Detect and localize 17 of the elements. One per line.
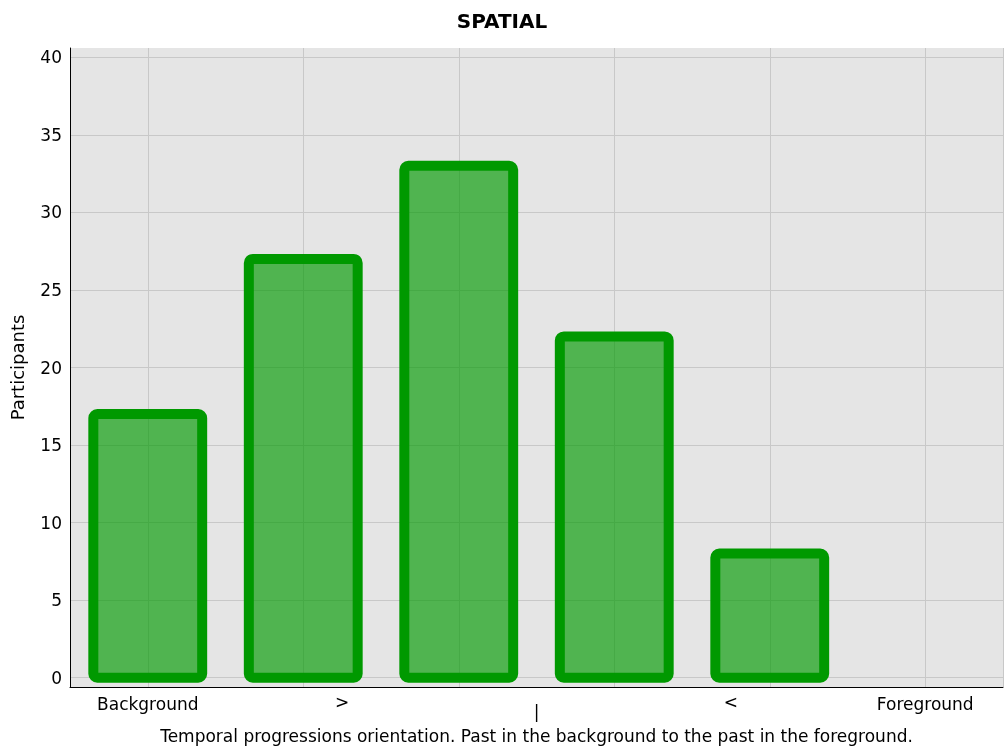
y-tick-label: 5 — [51, 590, 62, 611]
y-tick-label: 15 — [40, 435, 62, 456]
y-axis-title: Participants — [6, 314, 28, 421]
x-axis-title: Temporal progressions orientation. Past in the background to the past in the foreground. — [159, 725, 913, 746]
x-tick-label: Foreground — [876, 693, 974, 714]
y-tick-label: 35 — [40, 124, 62, 145]
y-tick-label: 10 — [40, 512, 62, 533]
y-tick-label: 30 — [40, 202, 62, 223]
text: > — [335, 691, 350, 712]
y-tick-label: 40 — [40, 47, 62, 68]
y-tick-label: 0 — [51, 667, 62, 688]
chart-title: SPATIAL — [456, 9, 548, 33]
text: | — [533, 701, 540, 722]
x-tick-label: Background — [97, 693, 199, 714]
text: < — [723, 691, 738, 712]
y-tick-label: 20 — [40, 357, 62, 378]
y-tick-label: 25 — [40, 279, 62, 300]
